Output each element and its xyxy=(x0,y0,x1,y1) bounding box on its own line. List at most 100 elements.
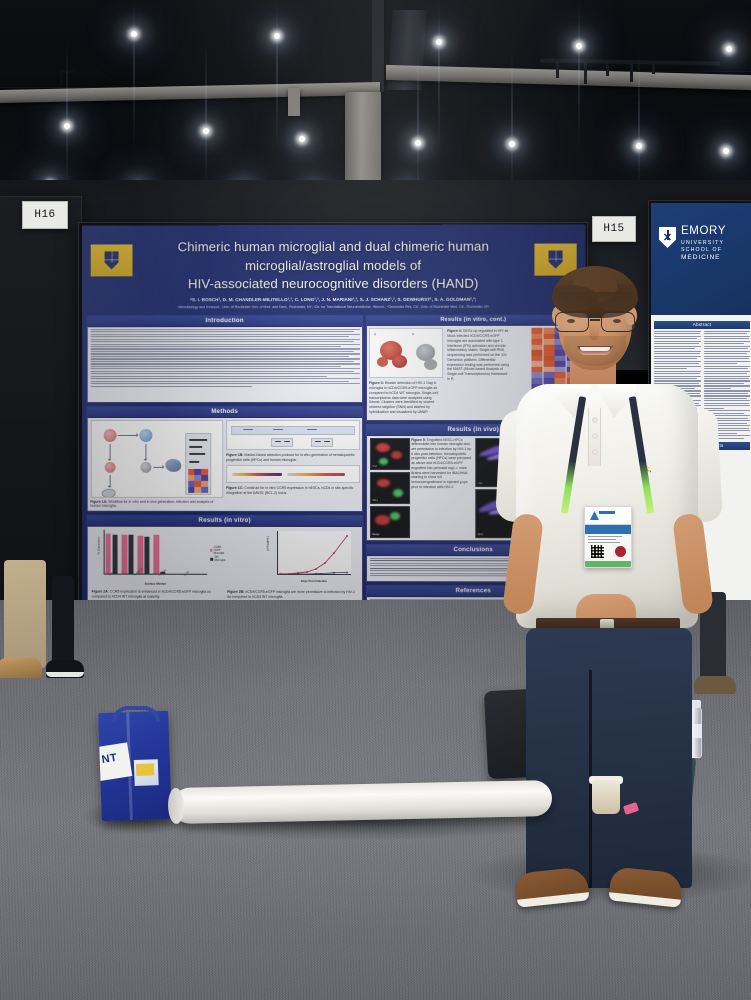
micrograph-tile: hNA xyxy=(369,437,410,471)
poster-title-line-1: Chimeric human microglial and dual chime… xyxy=(177,238,489,255)
figure-1bc-block: Figure 1B: Marker-based selection protoc… xyxy=(226,419,360,509)
ceiling-light xyxy=(509,141,515,147)
emory-line-2: UNIVERSITY xyxy=(681,239,725,246)
nose xyxy=(589,324,599,340)
trousers xyxy=(526,628,692,888)
figure-1c-image xyxy=(226,464,360,483)
ceiling-light xyxy=(726,46,732,52)
lens-right xyxy=(601,312,635,332)
tote-graphic-accent xyxy=(135,763,155,776)
emory-heading-abstract: Abstract xyxy=(654,321,750,329)
tote-bag-handle xyxy=(112,706,160,722)
badge-logo-text-bar xyxy=(599,511,615,514)
ceiling-light xyxy=(131,31,137,37)
methods-content: Figure 1A: Workflow for in vitro and in … xyxy=(88,418,362,511)
research-poster: Chimeric human microglial and dual chime… xyxy=(81,224,586,610)
poster-title: Chimeric human microglial and dual chime… xyxy=(137,238,529,295)
panel-introduction: Introduction xyxy=(86,314,364,404)
ceiling-duct xyxy=(372,0,384,92)
bar-chart-bars xyxy=(105,529,206,574)
poster-title-line-2: microglial/astroglial models of xyxy=(245,257,422,273)
badge-seal-icon xyxy=(615,546,626,557)
emory-shield-cross-icon: ✕ xyxy=(662,232,673,244)
micrograph-label: IBA1 xyxy=(371,499,379,503)
neighbor-person-left-legs xyxy=(4,560,46,668)
figure-1c-caption-label: Figure 1C: xyxy=(226,485,244,490)
line-chart-svg xyxy=(279,534,348,575)
badge-detail-lines xyxy=(585,534,631,547)
ceiling-light xyxy=(415,140,421,146)
figure-3-caption: Figure 3: Reader detection of HIV-1 Gag … xyxy=(369,381,443,414)
figure-3-umap: a) b) xyxy=(369,327,444,378)
legend-label-1: WT Microglia xyxy=(214,555,226,563)
figure-5-micrographs-left: hNA IBA1 Merge xyxy=(369,437,410,539)
neighbor-person-left-shoe xyxy=(0,658,42,678)
mouth xyxy=(577,346,613,355)
badge-logo-icon xyxy=(590,511,599,520)
presenter: ⛹ xyxy=(492,258,723,908)
ceiling-light xyxy=(299,136,305,142)
neighbor-person-right-shoe xyxy=(694,676,736,694)
panel-heading-methods: Methods xyxy=(87,406,363,418)
micrograph-label: hNA xyxy=(371,465,378,469)
micrograph-label: hNA xyxy=(476,482,484,486)
poster-left-column: Introduction xyxy=(86,314,364,606)
teeth xyxy=(580,346,610,351)
neighbor-person-left-leg-dark xyxy=(52,576,74,672)
poster-title-line-3: HIV-associated neurocognitive disorders … xyxy=(188,276,479,292)
figure-1b-caption-text: Marker-based selection protocol for in v… xyxy=(226,453,355,462)
badge-header xyxy=(585,507,631,525)
ceiling-light xyxy=(436,39,442,45)
lens-left xyxy=(555,312,589,332)
introduction-text xyxy=(88,327,362,402)
ceiling-light xyxy=(274,33,280,39)
emory-institution-name: EMORY xyxy=(681,225,726,237)
figure-2b-caption-label: Figure 2B: xyxy=(227,589,245,594)
emory-line-4: MEDICINE xyxy=(681,253,721,261)
poster-content-grid: Introduction xyxy=(86,314,581,606)
figure-2a-caption-text: CCR5 expression is enhanced in hCD4/CCR5… xyxy=(91,589,211,599)
micrograph-tile: Merge xyxy=(369,505,410,539)
emory-wordmark: EMORY UNIVERSITY SCHOOL OF MEDICINE xyxy=(681,225,751,262)
poster-tube-cap xyxy=(167,787,185,825)
sneaker-sole xyxy=(46,672,84,677)
eye-left xyxy=(567,319,575,323)
figure-5-caption-text: Engrafted hESC-HPCs differentiate into h… xyxy=(411,437,472,489)
badge-name-band xyxy=(585,525,631,534)
figure-2b-caption: Figure 2B: hCD4/CCR5-eGFP microglia are … xyxy=(227,590,358,600)
figure-3-caption-label: Figure 3: xyxy=(369,381,384,386)
water-bottle-cap xyxy=(685,700,701,708)
figure-1c-caption-text: Construct for in vitro CCR5 expression i… xyxy=(226,485,354,495)
hall-ceiling xyxy=(0,0,751,210)
conference-badge xyxy=(584,506,632,568)
figure-2b-caption-text: hCD4/CCR5-eGFP microglia are more permis… xyxy=(227,589,355,599)
figure-2a-caption: Figure 2A: CCR5 expression is enhanced i… xyxy=(92,590,222,600)
line-chart-y-label: p24 (pg/mL) xyxy=(266,535,270,551)
figure-4-caption-label: Figure 4: xyxy=(447,329,462,334)
panel-heading-introduction: Introduction xyxy=(87,315,363,327)
figure-1a-image xyxy=(90,419,224,498)
tote-bag-text: NT xyxy=(100,751,119,767)
bar-chart-legend: CCR5-eGFP Microglia WT Microglia xyxy=(210,545,226,563)
ceiling-light xyxy=(64,123,70,129)
rochester-logo-left xyxy=(90,244,133,277)
results-in-vitro-content: % Expression P2RY12 TMEM119 CX xyxy=(88,526,362,604)
glasses-bridge xyxy=(590,319,600,321)
ceiling-light xyxy=(203,128,209,134)
conference-tote-bag: NT xyxy=(98,710,172,822)
ceiling-light xyxy=(576,43,582,49)
panel-results-in-vitro: Results (in vitro) % Expression xyxy=(86,514,364,606)
micrograph-label: IBA1 xyxy=(476,533,484,537)
booth-sign-h16: H16 xyxy=(22,201,68,229)
emory-poster-header: ✕ EMORY UNIVERSITY SCHOOL OF MEDICINE xyxy=(651,203,751,315)
ceiling-light xyxy=(723,148,729,154)
poster-authors: *S. I. BOSCH¹, D. M. CHANDLER-MILITELLO¹… xyxy=(190,296,477,303)
figure-2a-bar-chart: % Expression P2RY12 TMEM119 CX xyxy=(93,529,225,585)
bar-chart-y-label: % Expression xyxy=(96,536,101,555)
figure-1b-image xyxy=(226,419,360,450)
figure-2a-caption-label: Figure 2A: xyxy=(91,589,109,594)
figure-5-caption-label: Figure 5: xyxy=(411,437,426,442)
figure-3-caption-text: Reader detection of HIV-1 Gag in microgl… xyxy=(369,381,438,414)
ceiling-beam-stub xyxy=(288,88,300,116)
